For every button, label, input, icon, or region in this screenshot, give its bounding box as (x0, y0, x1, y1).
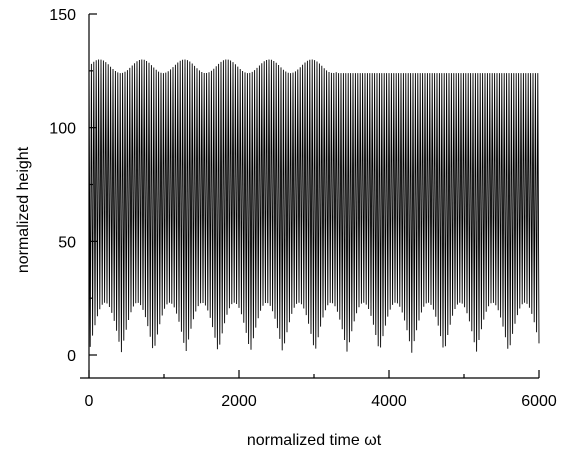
y-tick-label: 50 (58, 234, 76, 251)
x-tick-label: 2000 (221, 393, 257, 410)
x-tick-label: 6000 (521, 393, 557, 410)
x-tick-label: 0 (85, 393, 94, 410)
y-tick-label: 150 (49, 7, 76, 24)
y-tick-label: 100 (49, 121, 76, 138)
axes: 0 50 100 150 0 2000 4000 6000 (49, 7, 557, 410)
y-tick-label: 0 (67, 348, 76, 365)
y-axis-title: normalized height (15, 146, 32, 273)
x-tick-label: 4000 (371, 393, 407, 410)
x-axis-title: normalized time ωt (247, 432, 382, 449)
series-line (88, 59, 540, 353)
plot-area (88, 59, 540, 353)
